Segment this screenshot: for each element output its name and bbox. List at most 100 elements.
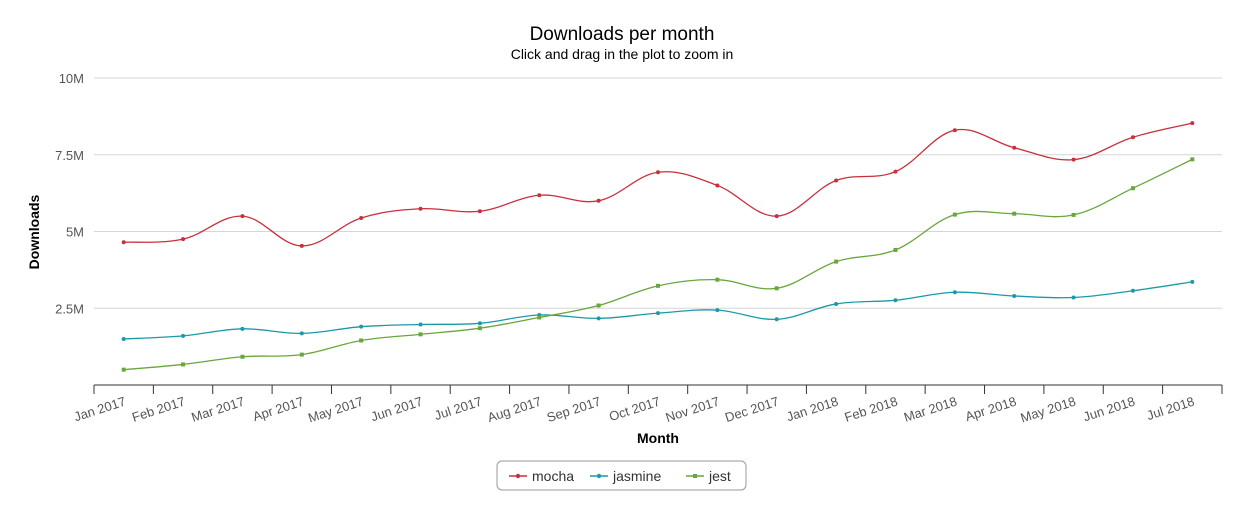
- data-point[interactable]: [299, 352, 304, 357]
- x-tick-label: Apr 2018: [963, 394, 1018, 425]
- chart-title: Downloads per month: [530, 24, 715, 45]
- x-tick-label: Sep 2017: [545, 394, 603, 425]
- chart-subtitle: Click and drag in the plot to zoom in: [511, 46, 734, 62]
- legend: mocha jasmine jest: [496, 460, 747, 491]
- data-point[interactable]: [477, 326, 482, 331]
- data-point[interactable]: [477, 209, 482, 214]
- data-point[interactable]: [181, 333, 186, 338]
- data-point[interactable]: [418, 332, 423, 337]
- data-point[interactable]: [1190, 157, 1195, 162]
- y-tick-label: 10M: [59, 71, 84, 86]
- data-point[interactable]: [656, 170, 660, 175]
- x-tick-label: May 2018: [1019, 394, 1078, 426]
- data-point[interactable]: [656, 311, 660, 316]
- series-jest[interactable]: [121, 157, 1195, 372]
- data-point[interactable]: [952, 128, 957, 133]
- y-tick-label: 2.5M: [55, 301, 84, 316]
- data-point[interactable]: [121, 367, 126, 372]
- gridlines: [94, 77, 1222, 309]
- data-point[interactable]: [952, 290, 957, 295]
- data-point[interactable]: [1071, 295, 1076, 300]
- y-tick-label: 7.5M: [55, 148, 84, 163]
- data-point[interactable]: [715, 277, 720, 282]
- data-point[interactable]: [181, 362, 186, 367]
- x-tick-label: Mar 2018: [902, 394, 959, 425]
- data-point[interactable]: [774, 214, 779, 219]
- series-mocha[interactable]: [121, 121, 1195, 248]
- data-point[interactable]: [774, 317, 779, 322]
- legend-item-jest[interactable]: jest: [686, 468, 731, 484]
- data-point[interactable]: [121, 240, 126, 245]
- series-line-jasmine[interactable]: [123, 281, 1193, 340]
- data-point[interactable]: [834, 301, 839, 306]
- legend-box: [496, 460, 747, 491]
- data-point[interactable]: [1012, 145, 1017, 150]
- data-point[interactable]: [715, 183, 720, 188]
- data-point[interactable]: [715, 308, 720, 313]
- x-axis-title: Month: [637, 430, 679, 446]
- data-point[interactable]: [359, 338, 364, 343]
- x-tick-label: Jul 2017: [432, 394, 483, 423]
- data-point[interactable]: [893, 169, 898, 174]
- data-point[interactable]: [418, 206, 423, 211]
- data-point[interactable]: [1190, 121, 1195, 126]
- x-tick-label: Jul 2018: [1145, 394, 1196, 423]
- data-point[interactable]: [537, 193, 542, 198]
- series-jasmine[interactable]: [121, 279, 1195, 341]
- y-axis-title: Downloads: [26, 194, 42, 269]
- data-point[interactable]: [1012, 293, 1017, 298]
- x-tick-label: Jun 2018: [1081, 394, 1137, 425]
- data-point[interactable]: [181, 237, 186, 242]
- x-tick-label: Jan 2018: [785, 394, 841, 425]
- data-point[interactable]: [1190, 279, 1195, 284]
- x-tick-label: Jan 2017: [72, 394, 128, 425]
- data-point[interactable]: [121, 336, 126, 341]
- data-point[interactable]: [359, 215, 364, 220]
- data-point[interactable]: [299, 243, 304, 248]
- x-tick-label: Dec 2017: [723, 394, 781, 425]
- data-point[interactable]: [596, 198, 601, 203]
- data-point[interactable]: [893, 298, 898, 303]
- legend-marker: [693, 474, 697, 478]
- data-point[interactable]: [596, 303, 601, 308]
- data-point[interactable]: [834, 178, 839, 183]
- data-point[interactable]: [1071, 157, 1076, 162]
- data-point[interactable]: [834, 259, 839, 264]
- y-axis-ticks: 2.5M 5M 7.5M 10M: [55, 71, 84, 316]
- legend-marker: [596, 473, 602, 479]
- legend-label: mocha: [532, 468, 574, 484]
- legend-item-jasmine[interactable]: jasmine: [590, 468, 661, 484]
- x-tick-label: May 2017: [306, 394, 365, 426]
- data-point[interactable]: [774, 286, 779, 291]
- x-tick-label: Feb 2017: [130, 394, 187, 425]
- data-point[interactable]: [1130, 186, 1135, 191]
- data-point[interactable]: [359, 324, 364, 329]
- data-point[interactable]: [1130, 135, 1135, 140]
- x-tick-label: Oct 2017: [607, 394, 662, 425]
- data-point[interactable]: [596, 316, 601, 321]
- data-point[interactable]: [418, 322, 423, 327]
- data-point[interactable]: [240, 354, 245, 359]
- x-tick-label: Jun 2017: [369, 394, 425, 425]
- series-group: [121, 121, 1195, 372]
- data-point[interactable]: [1071, 212, 1076, 217]
- data-point[interactable]: [240, 326, 245, 331]
- data-point[interactable]: [952, 212, 957, 217]
- data-point[interactable]: [1130, 288, 1135, 293]
- data-point[interactable]: [299, 331, 304, 336]
- data-point[interactable]: [477, 321, 482, 326]
- data-point[interactable]: [1012, 211, 1017, 216]
- series-line-mocha[interactable]: [123, 122, 1193, 247]
- data-point[interactable]: [893, 247, 898, 252]
- data-point[interactable]: [537, 315, 542, 320]
- series-line-jest[interactable]: [123, 158, 1193, 371]
- y-tick-label: 5M: [66, 225, 84, 240]
- x-tick-label: Mar 2017: [189, 394, 246, 425]
- data-point[interactable]: [656, 283, 660, 288]
- x-tick-label: Feb 2018: [843, 394, 900, 425]
- legend-item-mocha[interactable]: mocha: [509, 468, 574, 484]
- data-point[interactable]: [240, 214, 245, 219]
- x-tick-label: Aug 2017: [486, 394, 544, 425]
- x-axis-ticks: Jan 2017 Feb 2017 Mar 2017 Apr 2017 May 2017…: [72, 385, 1223, 426]
